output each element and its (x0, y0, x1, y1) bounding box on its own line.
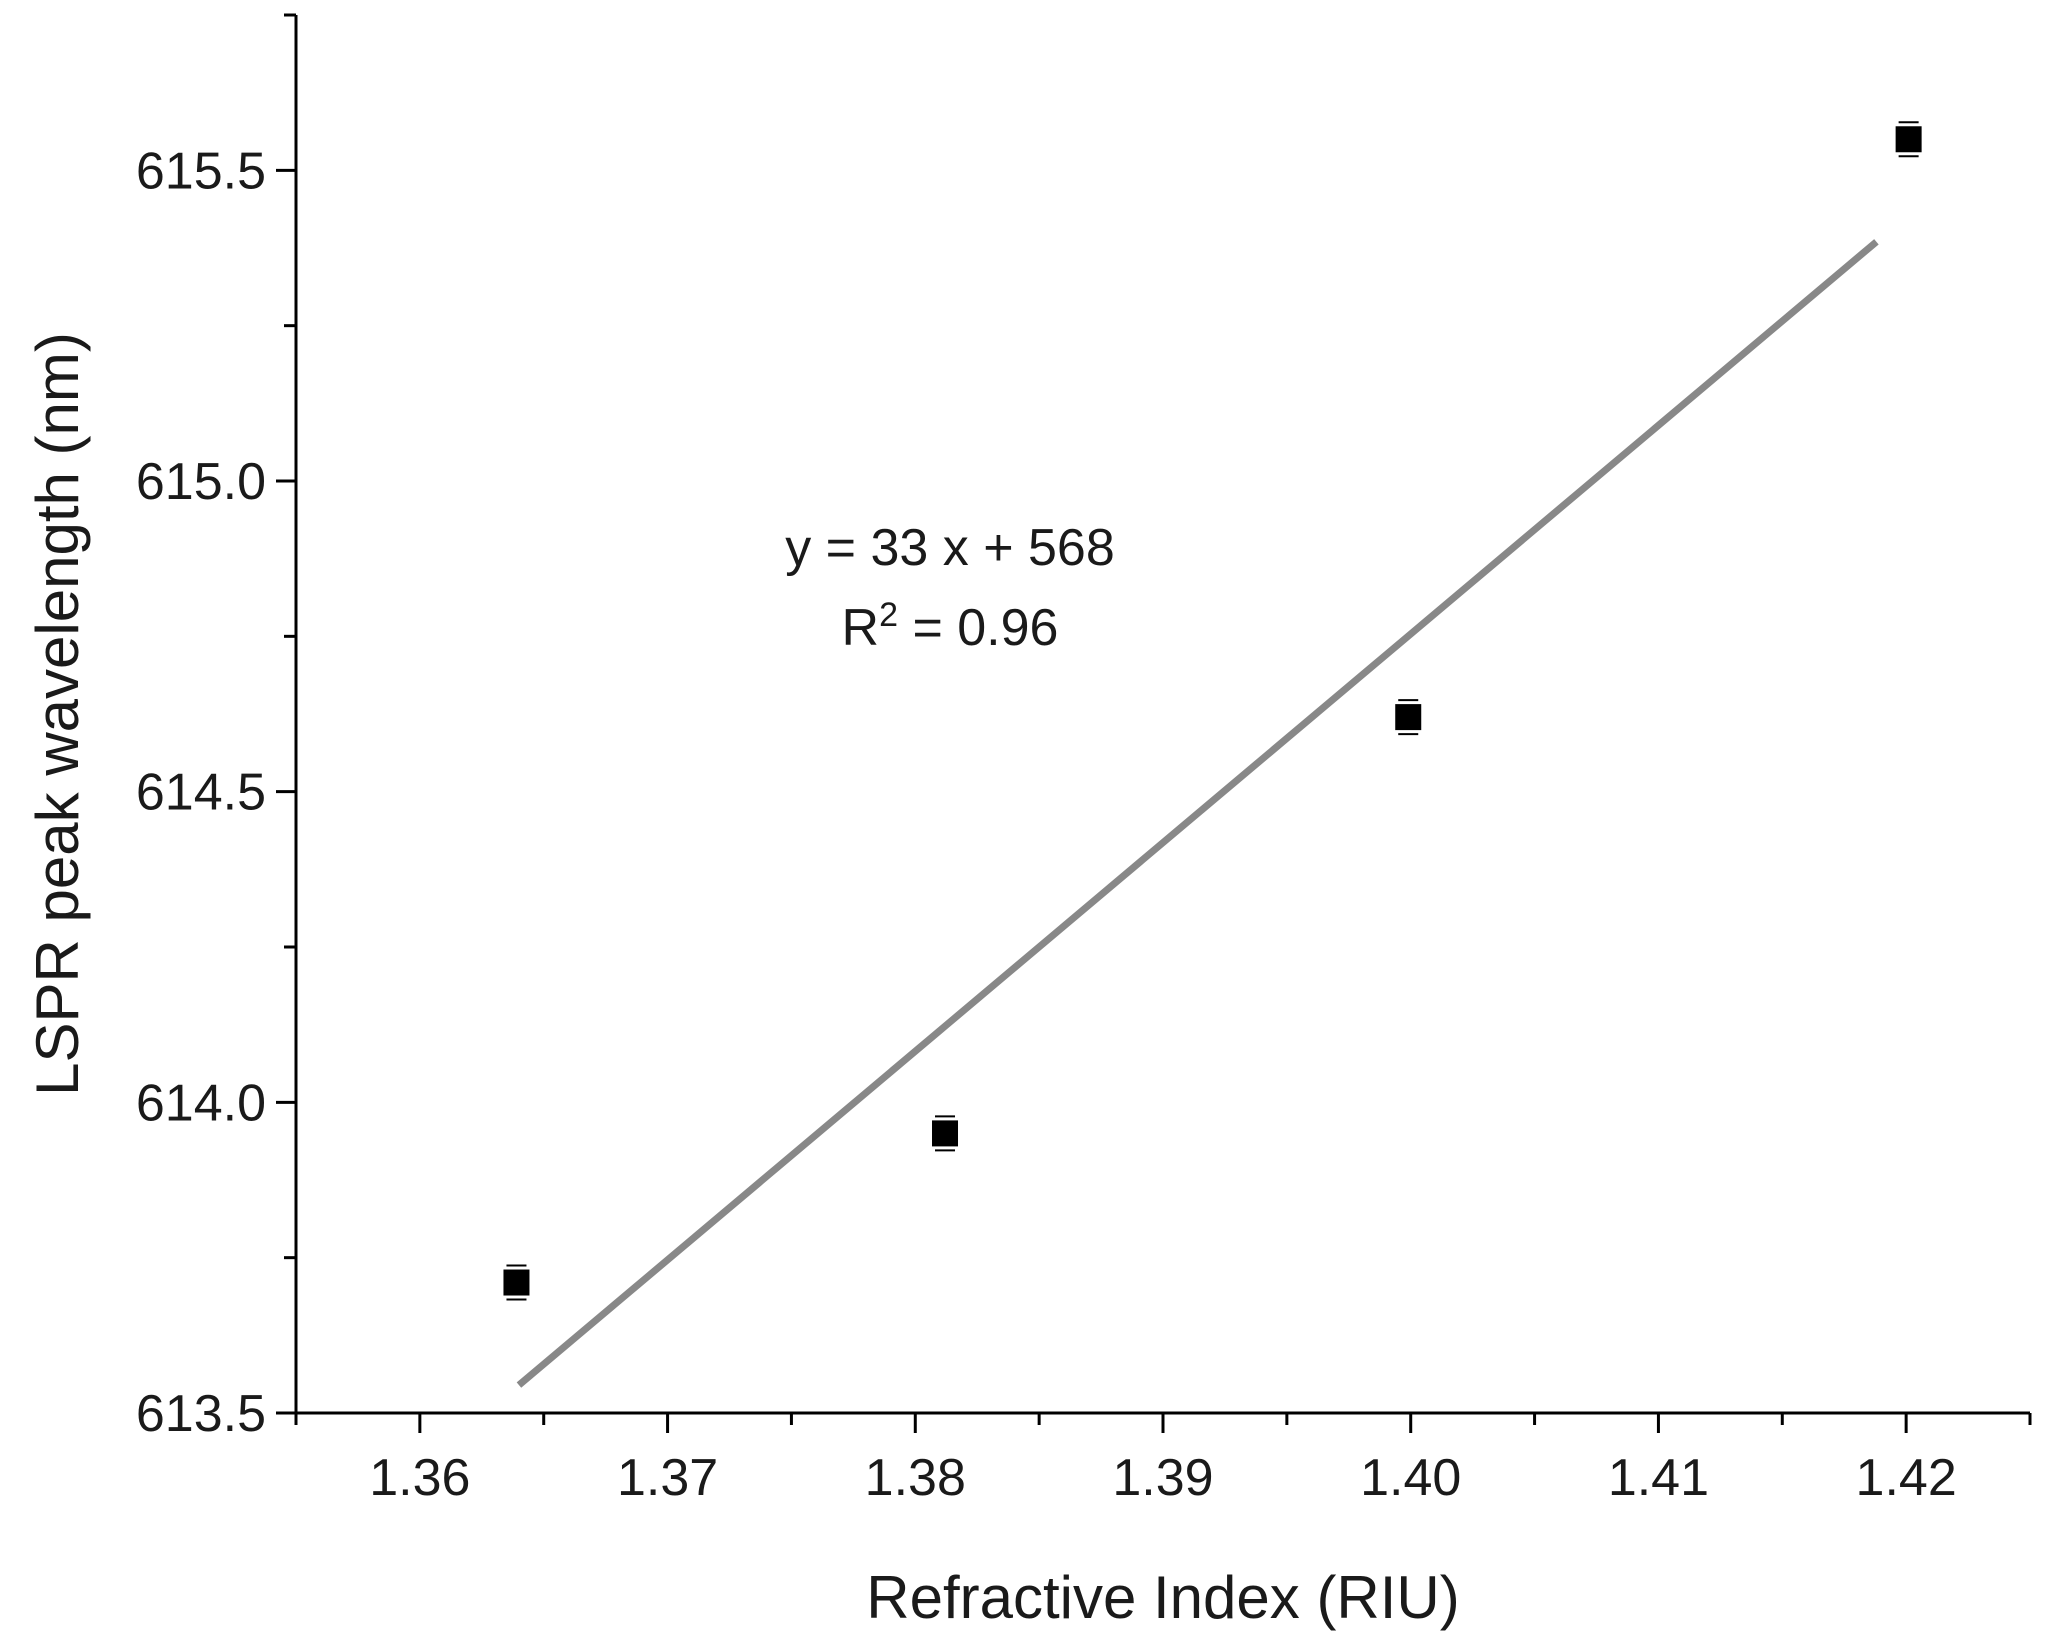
x-tick-label: 1.39 (1112, 1449, 1213, 1507)
y-tick-label: 614.5 (136, 764, 266, 822)
data-point (1895, 126, 1922, 153)
data-point (932, 1120, 959, 1147)
x-tick-label: 1.36 (369, 1449, 470, 1507)
x-tick-label: 1.42 (1856, 1449, 1957, 1507)
r2-prefix: R (842, 599, 880, 657)
axes (294, 15, 2030, 1415)
x-tick-label: 1.38 (865, 1449, 966, 1507)
x-ticks: 1.36 1.37 1.38 1.39 1.40 1.41 1.42 (294, 1413, 2032, 1507)
data-points (503, 121, 1922, 1301)
x-axis-title: Refractive Index (RIU) (866, 1564, 1460, 1631)
data-point (503, 1269, 530, 1296)
fit-r-squared: R2 = 0.96 (842, 596, 1059, 657)
x-tick-label: 1.40 (1360, 1449, 1461, 1507)
x-tick-label: 1.41 (1608, 1449, 1709, 1507)
y-axis-title: LSPR peak wavelength (nm) (24, 332, 91, 1096)
y-tick-label: 614.0 (136, 1074, 266, 1132)
y-tick-label: 615.5 (136, 142, 266, 200)
r2-superscript: 2 (879, 596, 898, 634)
r2-suffix: = 0.96 (898, 599, 1058, 657)
y-ticks: 613.5 614.0 614.5 615.0 615.5 (136, 13, 296, 1443)
fit-line (516, 239, 1879, 1388)
x-tick-label: 1.37 (617, 1449, 718, 1507)
y-tick-label: 613.5 (136, 1385, 266, 1443)
y-tick-label: 615.0 (136, 453, 266, 511)
data-point (1395, 704, 1422, 731)
fit-equation: y = 33 x + 568 (785, 519, 1115, 577)
